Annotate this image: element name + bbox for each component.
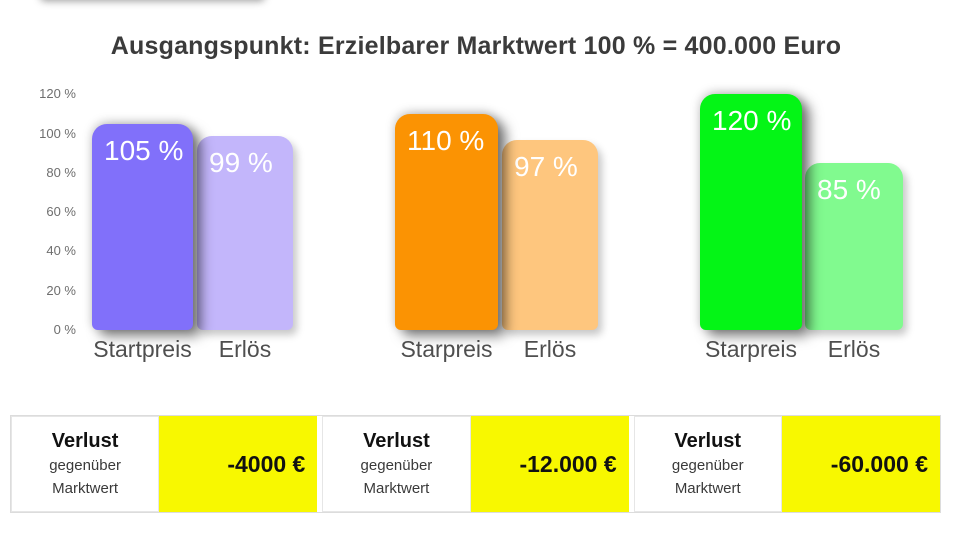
bar-value-label: 120 % <box>712 105 792 136</box>
bar-starpreis-group3: 120 % <box>700 94 802 330</box>
loss-section-2: Verlust gegenüber Marktwert -12.000 € <box>322 416 629 512</box>
top-shadow-artifact <box>40 0 265 1</box>
bar-erloes-group1: 99 % <box>197 136 293 330</box>
loss-section-3: Verlust gegenüber Marktwert -60.000 € <box>633 416 940 512</box>
chart-title: Ausgangspunkt: Erzielbarer Marktwert 100… <box>110 32 842 60</box>
loss-label-cell: Verlust gegenüber Marktwert <box>322 416 471 512</box>
loss-summary-band: Verlust gegenüber Marktwert -4000 € Verl… <box>10 415 941 513</box>
loss-title: Verlust <box>674 430 742 452</box>
loss-label-cell: Verlust gegenüber Marktwert <box>633 416 782 512</box>
bar-category-label: Starpreis <box>400 336 493 362</box>
bar-category-label: Erlös <box>827 336 881 362</box>
y-axis-tick-label: 0 % <box>53 322 76 337</box>
loss-label-cell: Verlust gegenüber Marktwert <box>11 416 160 512</box>
loss-subtitle: gegenüber <box>49 457 121 474</box>
loss-subtitle: Marktwert <box>674 480 741 497</box>
y-axis-tick-label: 100 % <box>39 126 76 141</box>
bar-value-label: 85 % <box>817 174 881 205</box>
loss-value-cell: -4000 € <box>159 416 318 512</box>
loss-subtitle: Marktwert <box>363 480 430 497</box>
bar-category-label: Starpreis <box>704 336 798 362</box>
loss-title: Verlust <box>51 430 119 452</box>
bar-category-label: Startpreis <box>93 336 192 362</box>
y-axis-tick-label: 20 % <box>46 283 76 298</box>
bar-erloes-group2: 97 % <box>502 140 598 330</box>
loss-value-cell: -60.000 € <box>781 416 940 512</box>
bar-value-label: 105 % <box>104 135 184 166</box>
loss-subtitle: gegenüber <box>671 457 744 474</box>
bar-value-label: 99 % <box>209 147 273 178</box>
bar-chart: 120 % 100 % 80 % 60 % 40 % 20 % 0 % 105 … <box>39 86 903 362</box>
y-axis-tick-label: 40 % <box>46 243 76 258</box>
bar-category-label: Erlös <box>523 336 577 362</box>
loss-section-1: Verlust gegenüber Marktwert -4000 € <box>11 416 318 512</box>
loss-title: Verlust <box>363 430 430 452</box>
bar-erloes-group3: 85 % <box>805 163 903 330</box>
bar-category-label: Erlös <box>218 336 272 362</box>
loss-subtitle: Marktwert <box>52 480 118 497</box>
loss-subtitle: gegenüber <box>360 457 433 474</box>
bar-value-label: 97 % <box>514 151 578 182</box>
bar-starpreis-group2: 110 % <box>395 114 498 330</box>
loss-value-cell: -12.000 € <box>470 416 629 512</box>
bar-value-label: 110 % <box>407 125 485 156</box>
y-axis-tick-label: 60 % <box>46 204 76 219</box>
bar-startpreis-group1: 105 % <box>92 124 193 330</box>
y-axis-tick-label: 120 % <box>39 86 76 101</box>
y-axis-tick-label: 80 % <box>46 165 76 180</box>
